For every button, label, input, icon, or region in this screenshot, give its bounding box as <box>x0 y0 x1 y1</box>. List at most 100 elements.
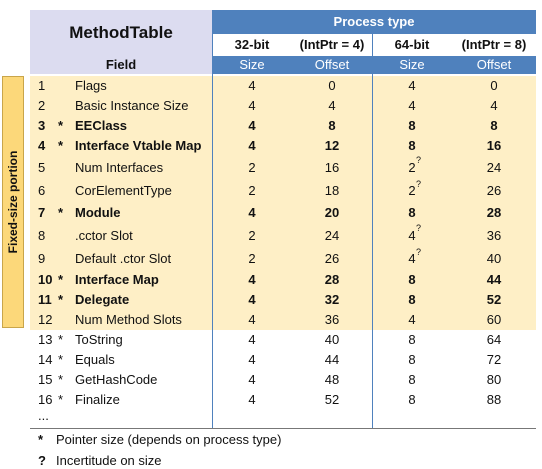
note-mark: ? <box>416 155 422 165</box>
cell: 8 <box>328 118 336 133</box>
row-number: 1 <box>38 78 46 93</box>
unit-header: Size <box>372 56 452 74</box>
cell: 72 <box>486 352 502 367</box>
cell: 26 <box>324 251 340 266</box>
pointer-star: * <box>58 352 64 367</box>
title-cell: MethodTable <box>30 10 212 56</box>
cell: 80 <box>486 372 502 387</box>
pointer-star: * <box>58 292 64 307</box>
cell: 44 <box>324 352 340 367</box>
cell: 0 <box>328 78 336 93</box>
pointer-star: * <box>58 205 64 220</box>
cell: 40 <box>324 332 340 347</box>
field-name: ToString <box>75 332 123 347</box>
cell: 36 <box>486 228 502 243</box>
footnote-symbol: ? <box>38 453 46 468</box>
cell: 2 <box>248 160 256 175</box>
divider <box>372 34 373 428</box>
group-cell: Process type <box>212 10 536 34</box>
subcol-header: 32-bit <box>234 37 270 52</box>
cell: 2 <box>248 183 256 198</box>
cell: 4 <box>490 98 498 113</box>
bottom-rule <box>30 428 536 429</box>
divider <box>212 10 213 428</box>
cell: 4 <box>248 372 256 387</box>
side-label: Fixed-size portion <box>6 150 20 254</box>
cell: 8 <box>408 372 416 387</box>
cell: 52 <box>486 292 502 307</box>
field-name: Flags <box>75 78 107 93</box>
field-name: Interface Vtable Map <box>75 138 202 153</box>
row-number: 12 <box>38 312 53 327</box>
note-mark: ? <box>416 247 422 257</box>
cell: 24 <box>486 160 502 175</box>
cell: 12 <box>324 138 340 153</box>
cell: 4 <box>408 228 416 243</box>
field-name: Basic Instance Size <box>75 98 189 113</box>
unit-header: Size <box>212 56 292 74</box>
unit-header: Offset <box>452 56 536 74</box>
cell: 64 <box>486 332 502 347</box>
field-name: Equals <box>75 352 115 367</box>
cell: 2 <box>408 183 416 198</box>
pointer-star: * <box>58 372 64 387</box>
cell: 4 <box>248 392 256 407</box>
footnote-text: Pointer size (depends on process type) <box>56 432 282 447</box>
field-name: Finalize <box>75 392 120 407</box>
pointer-star: * <box>58 138 64 153</box>
pointer-star: * <box>58 392 64 407</box>
row-number: 7 <box>38 205 46 220</box>
field-name: Default .ctor Slot <box>75 251 172 266</box>
cell: 4 <box>248 138 256 153</box>
row-number: 4 <box>38 138 46 153</box>
cell: 26 <box>486 183 502 198</box>
cell: 36 <box>324 312 340 327</box>
cell: 8 <box>408 392 416 407</box>
cell: 4 <box>408 251 416 266</box>
field-name: EEClass <box>75 118 128 133</box>
row-number: 3 <box>38 118 46 133</box>
pointer-star: * <box>58 118 64 133</box>
pointer-star: * <box>58 332 64 347</box>
field-name: Module <box>75 205 121 220</box>
row-number: 5 <box>38 160 46 175</box>
row-number: 11 <box>38 292 52 307</box>
cell: 0 <box>490 78 498 93</box>
cell: 2 <box>248 251 256 266</box>
cell: 8 <box>490 118 498 133</box>
cell: 4 <box>248 332 256 347</box>
note-mark: ? <box>416 223 422 233</box>
cell: 4 <box>248 118 256 133</box>
cell: 2 <box>248 228 256 243</box>
cell: 44 <box>486 272 502 287</box>
row-number: 16 <box>38 392 53 407</box>
row-number: 9 <box>38 251 46 266</box>
cell: 8 <box>408 332 416 347</box>
cell: 8 <box>408 205 416 220</box>
cell: 4 <box>248 98 256 113</box>
footnote-text: Incertitude on size <box>56 453 162 468</box>
cell: 8 <box>408 118 416 133</box>
field-cell: Field <box>30 56 212 74</box>
field-name: Num Interfaces <box>75 160 164 175</box>
cell: 20 <box>324 205 340 220</box>
row-number: 2 <box>38 98 46 113</box>
field-name: Interface Map <box>75 272 159 287</box>
field-name: Num Method Slots <box>75 312 182 327</box>
side-box <box>2 76 24 328</box>
cell: 2 <box>408 160 416 175</box>
row-number: 14 <box>38 352 53 367</box>
cell: 4 <box>248 312 256 327</box>
cell: 4 <box>248 352 256 367</box>
field-name: .cctor Slot <box>75 228 133 243</box>
row-number: 10 <box>38 272 53 287</box>
subcol-header: (IntPtr = 4) <box>299 37 365 52</box>
cell: 4 <box>248 272 256 287</box>
cell: 40 <box>486 251 502 266</box>
ellipsis: ... <box>38 408 49 423</box>
subcol-header: (IntPtr = 8) <box>461 37 527 52</box>
row-number: 6 <box>38 183 46 198</box>
subcol-header: 64-bit <box>394 37 430 52</box>
cell: 88 <box>486 392 502 407</box>
